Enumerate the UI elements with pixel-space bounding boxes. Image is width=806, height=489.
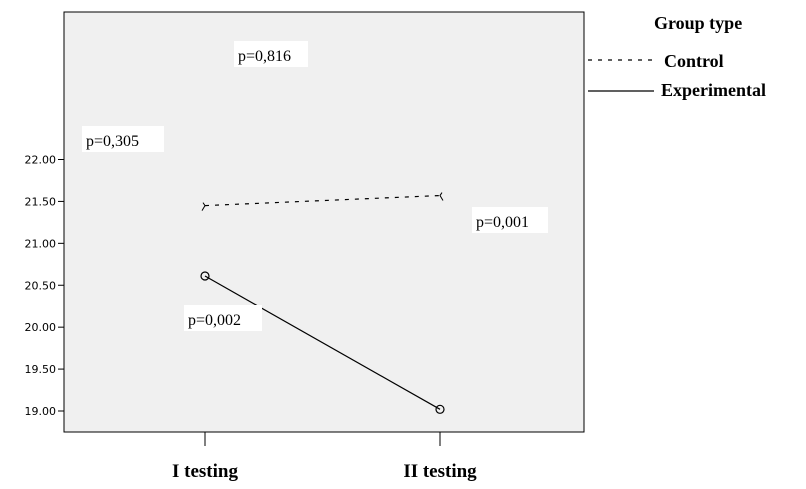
y-tick-label: 20.50 [25, 279, 57, 292]
y-tick-label: 21.50 [25, 195, 57, 208]
annotation-box [472, 207, 548, 233]
x-category-label: II testing [403, 461, 477, 482]
legend-label-experimental: Experimental [661, 80, 766, 100]
annotation-box [184, 305, 262, 331]
data-point [439, 192, 444, 201]
data-point [435, 404, 445, 414]
annotation-box [82, 126, 164, 152]
annotation-control-change: p=0,816 [234, 41, 308, 67]
legend: Group type Control Experimental [588, 13, 766, 100]
annotation-baseline-diff: p=0,305 [82, 126, 164, 152]
x-axis: I testing II testing [172, 432, 477, 482]
y-axis: 19.00 19.50 20.00 20.50 21.00 21.50 22.00 [25, 154, 64, 418]
legend-title: Group type [654, 13, 742, 33]
series-line-experimental [204, 275, 441, 410]
series-layer [200, 192, 445, 414]
annotation-text: p=0,002 [188, 312, 241, 329]
annotation-text: p=0,305 [86, 133, 139, 150]
x-category-label: I testing [172, 461, 238, 482]
data-point [200, 271, 210, 281]
y-tick-label: 21.00 [25, 237, 57, 250]
y-tick-label: 22.00 [25, 154, 57, 167]
y-tick-label: 19.50 [25, 363, 57, 376]
annotation-text: p=0,816 [238, 48, 291, 65]
annotation-experimental-change: p=0,002 [184, 305, 262, 331]
annotation-final-diff: p=0,001 [472, 207, 548, 233]
data-point [201, 202, 206, 211]
y-tick-label: 20.00 [25, 321, 57, 334]
annotation-box [234, 41, 308, 67]
annotation-layer: p=0,816 p=0,305 p=0,001 p=0,002 [82, 41, 548, 331]
legend-label-control: Control [664, 51, 724, 71]
annotation-text: p=0,001 [476, 214, 529, 231]
y-tick-label: 19.00 [25, 405, 57, 418]
